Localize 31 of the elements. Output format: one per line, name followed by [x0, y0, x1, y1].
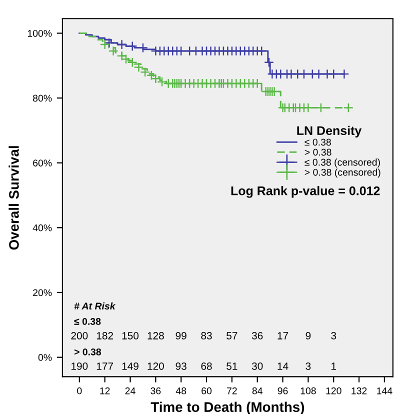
y-tick-label: 60% [33, 160, 52, 166]
legend-title: LN Density [297, 126, 362, 138]
x-tick-label: 144 [377, 388, 392, 394]
x-tick-label: 132 [352, 387, 367, 394]
x-tick-label: 60 [202, 387, 212, 394]
y-tick-label: 80% [33, 94, 52, 102]
y-tick-label: 20% [33, 289, 52, 296]
text: 190 177 149 120 93 68 51 30 14 3 1 [72, 362, 336, 370]
y-tick-label: 0% [38, 354, 52, 361]
x-tick-label: 120 [326, 387, 342, 394]
annotation: # At Risk [74, 302, 116, 310]
annotation: ≤ 0.38 [74, 318, 101, 325]
text: 200 182 150 128 99 83 57 36 17 9 3 [71, 332, 336, 340]
x-tick-label: 0 [77, 387, 82, 394]
legend-label: > 0.38 (censored) [304, 168, 380, 178]
y-tick-label: 40% [32, 224, 52, 232]
y-tick-label: 100% [28, 30, 52, 37]
x-tick-label: 96 [278, 387, 288, 394]
x-tick-label: 108 [300, 387, 316, 394]
x-tick-label: 84 [252, 387, 262, 394]
annotation: Log Rank p-value = 0.012 [231, 186, 380, 198]
x-tick-label: 72 [227, 387, 237, 394]
legend-label: ≤ 0.38 (censored) [304, 158, 380, 168]
legend-label: > 0.38 [304, 148, 332, 156]
x-tick-label: 36 [150, 387, 161, 394]
annotation: > 0.38 [74, 348, 102, 356]
y-axis-title: Overall Survival [8, 146, 19, 250]
x-tick-label: 24 [125, 387, 136, 394]
x-tick-label: 48 [176, 387, 186, 394]
x-tick-label: 12 [100, 387, 110, 394]
legend-label: ≤ 0.38 [304, 138, 331, 146]
